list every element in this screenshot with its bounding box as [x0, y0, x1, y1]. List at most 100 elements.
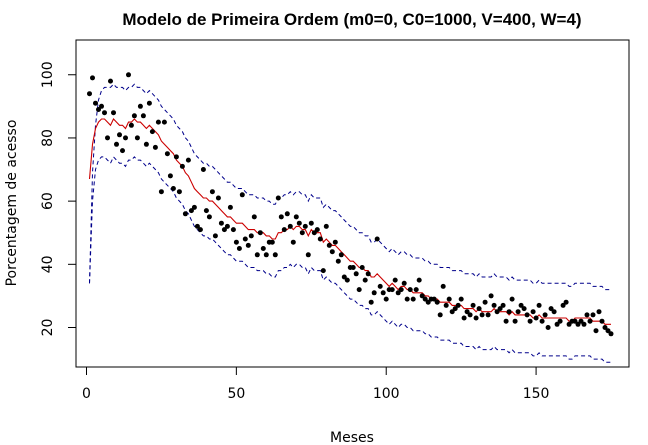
data-point: [236, 246, 242, 251]
data-point: [108, 78, 113, 84]
data-point: [359, 265, 365, 270]
data-point: [404, 296, 410, 302]
data-point: [227, 204, 233, 210]
data-point: [203, 208, 209, 214]
data-point: [491, 302, 497, 308]
data-point: [251, 214, 257, 220]
data-point: [581, 321, 587, 327]
y-tick-label: 100: [40, 61, 56, 88]
data-point: [548, 306, 554, 312]
data-point: [329, 249, 335, 255]
data-point: [566, 321, 572, 327]
data-point: [146, 100, 152, 106]
data-point: [593, 328, 599, 334]
data-point: [134, 135, 140, 141]
data-point: [161, 119, 167, 125]
data-point: [131, 113, 137, 119]
data-point: [422, 296, 428, 302]
x-tick-label: 150: [523, 386, 550, 402]
data-point: [407, 287, 413, 293]
data-point: [395, 290, 401, 296]
x-axis: 0 50 100 150: [82, 366, 550, 402]
data-point: [353, 271, 359, 277]
data-point: [299, 230, 305, 236]
data-point: [512, 318, 518, 324]
data-point: [188, 208, 194, 214]
data-point: [530, 309, 536, 315]
data-point: [551, 309, 557, 315]
x-axis-label: Meses: [330, 430, 374, 445]
data-point: [212, 233, 218, 239]
data-point: [200, 167, 206, 172]
data-point: [437, 312, 443, 318]
data-point: [290, 239, 296, 245]
data-point: [332, 239, 338, 245]
data-point: [434, 299, 440, 305]
data-point: [527, 318, 533, 324]
data-point: [560, 302, 566, 308]
data-point: [308, 220, 314, 226]
y-tick-label: 60: [40, 192, 56, 210]
lower-band-line: [89, 156, 611, 363]
data-point: [521, 306, 527, 312]
confidence-bands: [89, 83, 611, 363]
data-point: [221, 227, 227, 233]
data-point: [233, 239, 239, 245]
data-point: [485, 312, 491, 318]
data-point: [605, 328, 611, 334]
data-point: [563, 299, 569, 305]
data-point: [191, 204, 197, 210]
data-point: [389, 287, 395, 293]
data-point: [476, 306, 482, 312]
data-point: [123, 135, 128, 141]
data-point: [518, 302, 524, 308]
data-point: [170, 186, 176, 191]
data-point: [380, 290, 386, 296]
data-point: [392, 277, 398, 283]
data-point: [473, 315, 479, 321]
data-point: [443, 302, 449, 308]
x-tick-label: 0: [82, 386, 91, 402]
data-point: [326, 242, 332, 248]
data-point: [242, 236, 248, 242]
data-point: [533, 315, 539, 321]
data-point: [506, 309, 512, 315]
data-point: [182, 211, 188, 217]
data-point: [464, 309, 470, 315]
data-point: [137, 103, 143, 109]
upper-band-line: [89, 83, 611, 291]
data-point: [128, 122, 134, 128]
data-point: [455, 302, 461, 308]
chart-title: Modelo de Primeira Ordem (m0=0, C0=1000,…: [122, 10, 581, 29]
data-point: [590, 312, 596, 318]
data-point: [497, 306, 503, 312]
y-tick-label: 20: [40, 319, 56, 337]
data-point: [398, 287, 404, 293]
data-point: [164, 151, 170, 157]
data-point: [596, 309, 602, 315]
data-point: [114, 141, 119, 147]
data-point: [311, 230, 317, 236]
data-point: [383, 296, 389, 302]
data-point: [338, 252, 344, 258]
data-point: [314, 227, 320, 233]
data-point: [494, 309, 500, 315]
data-point: [87, 91, 92, 97]
data-point: [296, 220, 302, 226]
data-point: [341, 274, 347, 280]
fitted-line-layer: [88, 118, 611, 325]
data-point: [335, 258, 341, 264]
y-tick-label: 80: [40, 129, 56, 147]
data-point: [425, 299, 431, 305]
data-point: [176, 189, 182, 195]
data-point: [602, 325, 608, 330]
data-point: [479, 312, 485, 318]
data-point: [461, 315, 467, 321]
data-point: [218, 220, 224, 226]
data-point: [275, 195, 281, 201]
data-point: [149, 129, 155, 135]
data-point: [362, 277, 368, 283]
data-point: [365, 271, 371, 277]
data-point: [158, 189, 164, 195]
data-point: [111, 110, 116, 116]
